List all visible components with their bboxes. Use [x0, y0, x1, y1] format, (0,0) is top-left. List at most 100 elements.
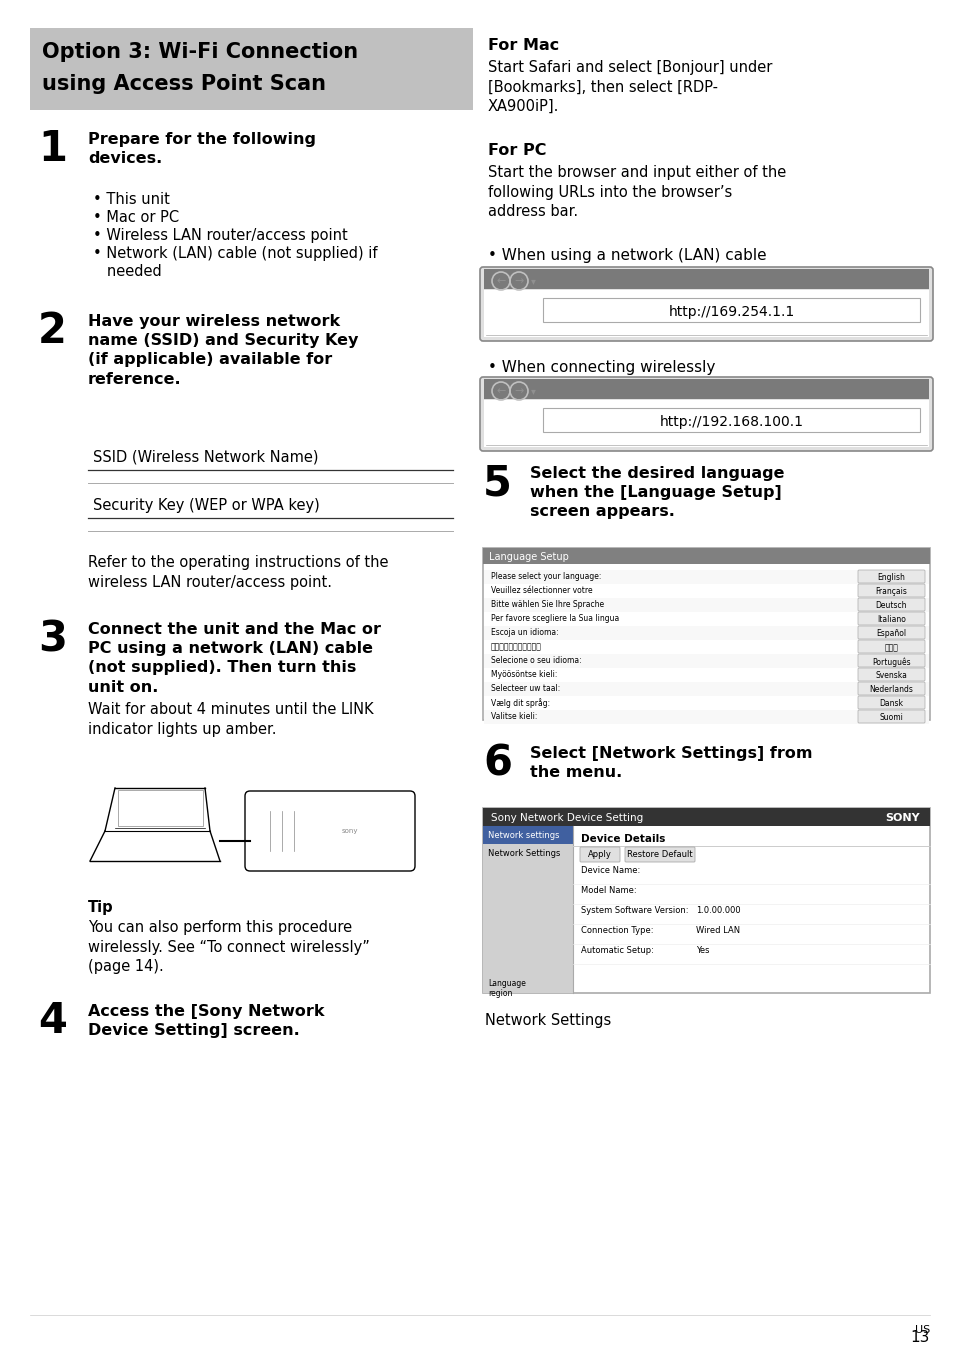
Bar: [483, 598, 928, 612]
Text: Automatic Setup:: Automatic Setup:: [580, 946, 653, 955]
Text: http://192.168.100.1: http://192.168.100.1: [659, 415, 802, 429]
Text: Refer to the operating instructions of the
wireless LAN router/access point.: Refer to the operating instructions of t…: [88, 556, 388, 589]
Text: For PC: For PC: [488, 143, 546, 158]
FancyBboxPatch shape: [579, 846, 619, 863]
Text: 2: 2: [38, 310, 67, 352]
Text: Per favore scegliere la Sua lingua: Per favore scegliere la Sua lingua: [491, 614, 618, 623]
Text: Selecione o seu idioma:: Selecione o seu idioma:: [491, 656, 581, 665]
Text: needed: needed: [92, 264, 162, 279]
Text: • This unit: • This unit: [92, 192, 170, 207]
Text: Start the browser and input either of the
following URLs into the browser’s
addr: Start the browser and input either of th…: [488, 165, 785, 219]
FancyBboxPatch shape: [857, 681, 924, 695]
Bar: [483, 626, 928, 639]
FancyBboxPatch shape: [857, 571, 924, 583]
Text: Security Key (WEP or WPA key): Security Key (WEP or WPA key): [92, 498, 319, 512]
Text: →: →: [514, 276, 523, 287]
Text: Myöösöntse kieli:: Myöösöntse kieli:: [491, 671, 557, 679]
FancyBboxPatch shape: [245, 791, 415, 871]
Bar: [483, 289, 928, 337]
Bar: [482, 826, 573, 992]
Bar: [30, 28, 473, 110]
Text: Connect the unit and the Mac or
PC using a network (LAN) cable
(not supplied). T: Connect the unit and the Mac or PC using…: [88, 622, 380, 695]
Text: Access the [Sony Network
Device Setting] screen.: Access the [Sony Network Device Setting]…: [88, 1005, 324, 1038]
Bar: [118, 790, 203, 826]
Text: Wired LAN: Wired LAN: [696, 926, 740, 936]
Text: Device Details: Device Details: [580, 834, 664, 844]
Text: Network Settings: Network Settings: [484, 1013, 611, 1028]
Text: English: English: [877, 573, 904, 583]
Text: Sony Network Device Setting: Sony Network Device Setting: [491, 813, 642, 823]
Text: Option 3: Wi-Fi Connection: Option 3: Wi-Fi Connection: [42, 42, 357, 62]
Text: Español: Español: [876, 630, 905, 638]
Text: Network settings: Network settings: [488, 831, 558, 841]
Text: Wait for about 4 minutes until the LINK
indicator lights up amber.: Wait for about 4 minutes until the LINK …: [88, 702, 374, 737]
Text: ▾: ▾: [530, 276, 535, 287]
Text: http://169.254.1.1: http://169.254.1.1: [668, 306, 794, 319]
FancyBboxPatch shape: [857, 639, 924, 653]
Text: You can also perform this procedure
wirelessly. See “To connect wirelessly”
(pag: You can also perform this procedure wire…: [88, 919, 370, 975]
Text: Model Name:: Model Name:: [580, 886, 636, 895]
Text: Device Name:: Device Name:: [580, 867, 639, 875]
Text: • When using a network (LAN) cable: • When using a network (LAN) cable: [488, 247, 766, 264]
Text: region: region: [488, 990, 512, 998]
Text: System Software Version:: System Software Version:: [580, 906, 688, 915]
Text: 4: 4: [38, 1000, 67, 1042]
Text: Svenska: Svenska: [875, 672, 906, 680]
FancyBboxPatch shape: [857, 598, 924, 611]
Bar: [483, 654, 928, 668]
Text: Select [Network Settings] from
the menu.: Select [Network Settings] from the menu.: [530, 746, 812, 780]
Text: Connection Type:: Connection Type:: [580, 926, 653, 936]
Text: →: →: [514, 387, 523, 396]
Bar: [482, 844, 573, 863]
Bar: [542, 408, 919, 433]
Bar: [482, 826, 573, 844]
Text: Please select your language:: Please select your language:: [491, 572, 600, 581]
Text: Veuillez sélectionner votre: Veuillez sélectionner votre: [491, 585, 592, 595]
Text: Deutsch: Deutsch: [875, 602, 906, 611]
Text: Valitse kieli:: Valitse kieli:: [491, 713, 537, 721]
Text: • Mac or PC: • Mac or PC: [92, 210, 179, 224]
Bar: [483, 710, 928, 725]
Text: • When connecting wirelessly: • When connecting wirelessly: [488, 360, 715, 375]
Text: Italiano: Italiano: [876, 615, 905, 625]
Text: Start Safari and select [Bonjour] under
[Bookmarks], then select [RDP-
XA900iP].: Start Safari and select [Bonjour] under …: [488, 59, 772, 114]
Text: Language: Language: [488, 979, 525, 988]
Text: Escoja un idioma:: Escoja un idioma:: [491, 627, 558, 637]
Text: Dansk: Dansk: [879, 699, 902, 708]
Bar: [483, 571, 928, 584]
Bar: [542, 297, 919, 322]
FancyBboxPatch shape: [857, 612, 924, 625]
Text: ▾: ▾: [530, 387, 535, 396]
Bar: [483, 379, 928, 399]
Text: For Mac: For Mac: [488, 38, 558, 53]
Text: 13: 13: [910, 1330, 929, 1345]
Bar: [482, 808, 929, 826]
Text: • Wireless LAN router/access point: • Wireless LAN router/access point: [92, 228, 348, 243]
Text: SONY: SONY: [884, 813, 919, 823]
Text: 1.0.00.000: 1.0.00.000: [696, 906, 740, 915]
Text: Bitte wählen Sie Ihre Sprache: Bitte wählen Sie Ihre Sprache: [491, 600, 603, 608]
FancyBboxPatch shape: [857, 584, 924, 598]
Text: Français: Français: [875, 588, 906, 596]
FancyBboxPatch shape: [857, 626, 924, 639]
Text: Suomi: Suomi: [879, 714, 902, 722]
Text: 5: 5: [482, 462, 512, 504]
Text: Nederlands: Nederlands: [868, 685, 912, 695]
Text: US: US: [914, 1325, 929, 1334]
Text: 6: 6: [482, 742, 512, 784]
Text: ←: ←: [496, 276, 505, 287]
Text: 1: 1: [38, 128, 67, 170]
Bar: [483, 269, 928, 289]
Text: SSID (Wireless Network Name): SSID (Wireless Network Name): [92, 450, 318, 465]
Text: • Network (LAN) cable (not supplied) if: • Network (LAN) cable (not supplied) if: [92, 246, 377, 261]
Text: 日本語: 日本語: [883, 644, 898, 653]
Text: Tip: Tip: [88, 900, 113, 915]
FancyBboxPatch shape: [624, 846, 695, 863]
Bar: [482, 548, 929, 721]
FancyBboxPatch shape: [857, 696, 924, 708]
Text: using Access Point Scan: using Access Point Scan: [42, 74, 326, 95]
Bar: [482, 808, 929, 992]
Text: Yes: Yes: [696, 946, 709, 955]
Text: Language Setup: Language Setup: [489, 552, 568, 562]
Bar: [483, 400, 928, 448]
